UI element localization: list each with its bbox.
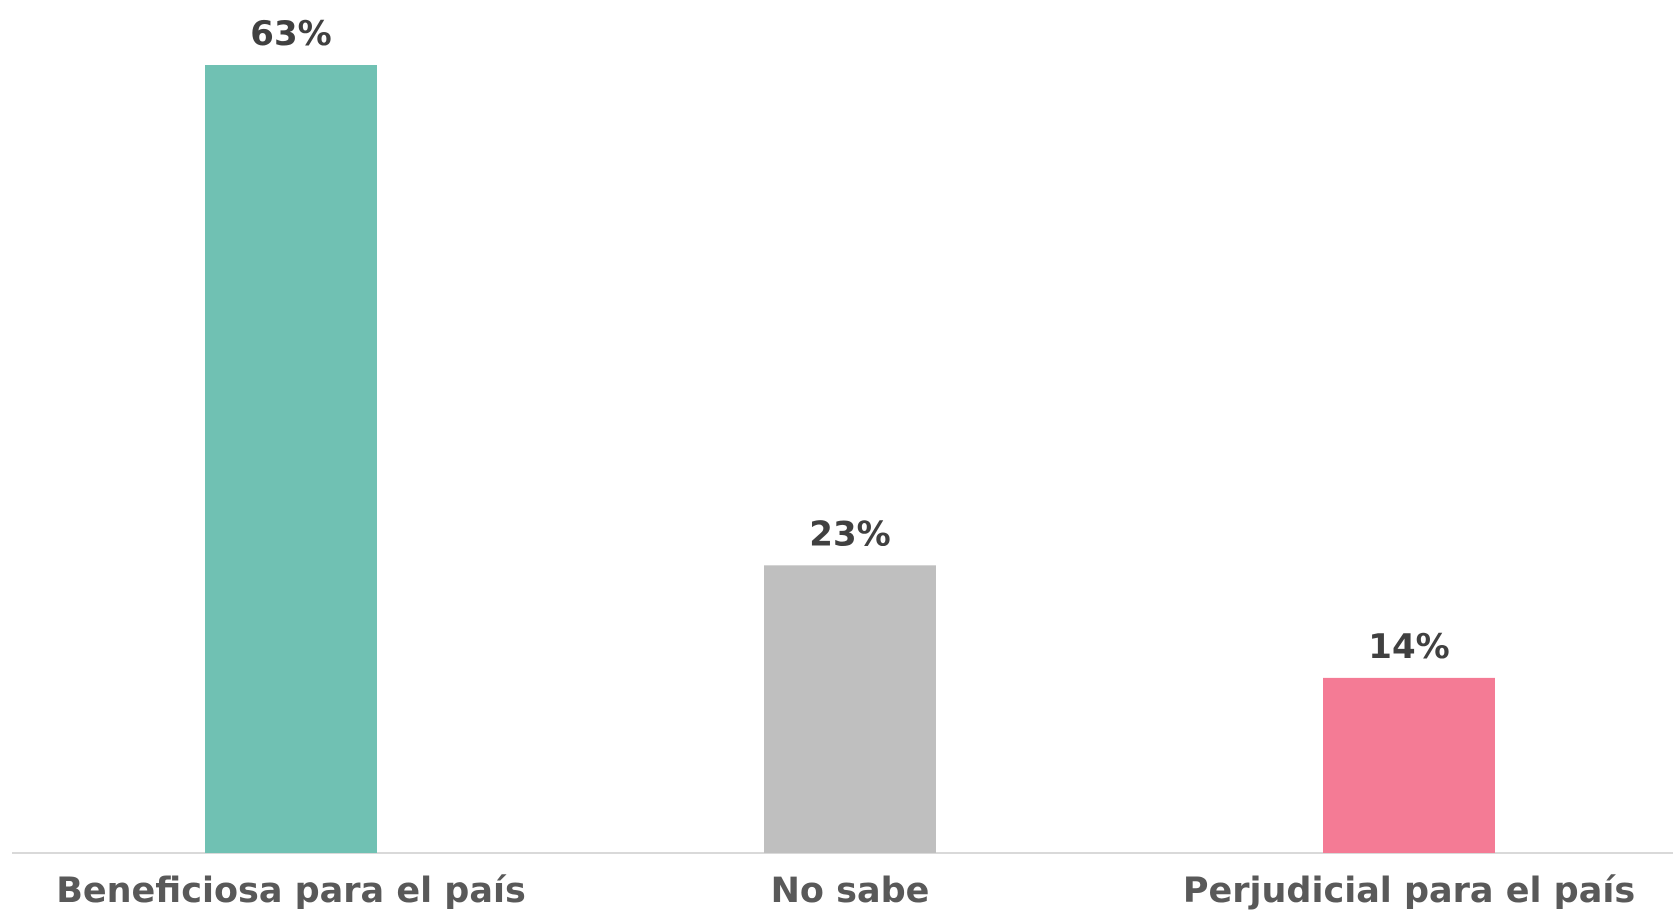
bar-1 (205, 65, 377, 853)
category-label-1: Beneficiosa para el país (56, 871, 526, 911)
bars (205, 65, 1495, 853)
value-label-3: 14% (1368, 627, 1449, 667)
value-label-1: 63% (250, 14, 331, 54)
value-label-2: 23% (809, 514, 890, 554)
category-labels: Beneficiosa para el país No sabe Perjudici… (56, 871, 1635, 911)
category-label-2: No sabe (771, 871, 930, 911)
category-label-3: Perjudicial para el país (1183, 871, 1635, 911)
value-labels: 63% 23% 14% (250, 14, 1449, 667)
bar-3 (1323, 677, 1495, 853)
bar-2 (764, 565, 936, 853)
